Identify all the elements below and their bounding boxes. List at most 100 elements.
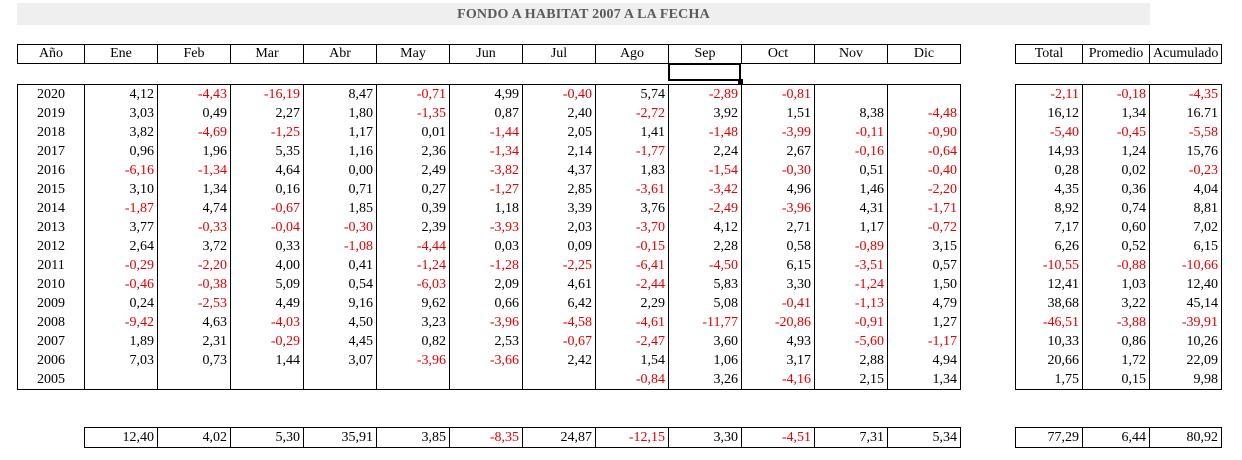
acumulado-cell[interactable]: 12,40: [1149, 275, 1222, 294]
year-cell[interactable]: 2010: [17, 275, 85, 294]
month-value-cell[interactable]: -6,16: [84, 161, 158, 180]
year-cell[interactable]: 2015: [17, 180, 85, 199]
month-value-cell[interactable]: -3,70: [595, 218, 669, 237]
month-value-cell[interactable]: 8,47: [303, 84, 377, 104]
month-value-cell[interactable]: 0,09: [522, 237, 596, 256]
month-value-cell[interactable]: 4,63: [157, 313, 231, 332]
grand-acumulado-cell[interactable]: 80,92: [1149, 427, 1222, 448]
month-value-cell[interactable]: -2,20: [887, 180, 961, 199]
promedio-cell[interactable]: 1,72: [1082, 351, 1150, 370]
month-value-cell[interactable]: 1,27: [887, 313, 961, 332]
acumulado-cell[interactable]: 7,02: [1149, 218, 1222, 237]
month-value-cell[interactable]: -4,43: [157, 84, 231, 104]
total-cell[interactable]: 38,68: [1015, 294, 1083, 313]
acumulado-cell[interactable]: -5,58: [1149, 123, 1222, 142]
month-value-cell[interactable]: -3,61: [595, 180, 669, 199]
month-value-cell[interactable]: 4,79: [887, 294, 961, 313]
total-cell[interactable]: -2,11: [1015, 84, 1083, 104]
month-value-cell[interactable]: -0,84: [595, 370, 669, 390]
selected-cell[interactable]: [668, 63, 741, 81]
month-value-cell[interactable]: -1,35: [376, 104, 450, 123]
month-value-cell[interactable]: [157, 370, 231, 390]
month-value-cell[interactable]: -4,44: [376, 237, 450, 256]
month-value-cell[interactable]: 1,34: [157, 180, 231, 199]
month-value-cell[interactable]: 5,08: [668, 294, 742, 313]
month-value-cell[interactable]: 0,03: [449, 237, 523, 256]
acumulado-cell[interactable]: 8,81: [1149, 199, 1222, 218]
month-value-cell[interactable]: -0,90: [887, 123, 961, 142]
month-value-cell[interactable]: 4,50: [303, 313, 377, 332]
month-value-cell[interactable]: 0,33: [230, 237, 304, 256]
acumulado-cell[interactable]: 6,15: [1149, 237, 1222, 256]
month-value-cell[interactable]: [230, 370, 304, 390]
month-value-cell[interactable]: -3,96: [741, 199, 815, 218]
header-month[interactable]: Mar: [230, 44, 304, 64]
acumulado-cell[interactable]: 45,14: [1149, 294, 1222, 313]
month-value-cell[interactable]: 3,72: [157, 237, 231, 256]
year-cell[interactable]: 2020: [17, 84, 85, 104]
month-value-cell[interactable]: 3,60: [668, 332, 742, 351]
year-cell[interactable]: 2011: [17, 256, 85, 275]
month-value-cell[interactable]: -2,49: [668, 199, 742, 218]
month-value-cell[interactable]: 2,36: [376, 142, 450, 161]
month-value-cell[interactable]: -1,48: [668, 123, 742, 142]
promedio-cell[interactable]: 0,15: [1082, 370, 1150, 390]
month-value-cell[interactable]: 3,92: [668, 104, 742, 123]
month-value-cell[interactable]: 4,99: [449, 84, 523, 104]
promedio-cell[interactable]: 0,86: [1082, 332, 1150, 351]
month-value-cell[interactable]: 3,15: [887, 237, 961, 256]
header-month[interactable]: Ene: [84, 44, 158, 64]
month-value-cell[interactable]: -1,17: [887, 332, 961, 351]
month-value-cell[interactable]: 7,03: [84, 351, 158, 370]
month-value-cell[interactable]: 9,62: [376, 294, 450, 313]
month-value-cell[interactable]: -0,38: [157, 275, 231, 294]
month-value-cell[interactable]: -0,04: [230, 218, 304, 237]
total-cell[interactable]: 14,93: [1015, 142, 1083, 161]
month-value-cell[interactable]: 2,24: [668, 142, 742, 161]
month-value-cell[interactable]: -1,44: [449, 123, 523, 142]
month-value-cell[interactable]: 1,51: [741, 104, 815, 123]
month-value-cell[interactable]: 0,49: [157, 104, 231, 123]
total-cell[interactable]: 8,92: [1015, 199, 1083, 218]
month-value-cell[interactable]: -20,86: [741, 313, 815, 332]
year-cell[interactable]: 2008: [17, 313, 85, 332]
month-value-cell[interactable]: 2,05: [522, 123, 596, 142]
month-total-cell[interactable]: 24,87: [522, 427, 596, 448]
month-value-cell[interactable]: 5,09: [230, 275, 304, 294]
month-value-cell[interactable]: 1,16: [303, 142, 377, 161]
acumulado-cell[interactable]: 15,76: [1149, 142, 1222, 161]
month-value-cell[interactable]: 3,30: [741, 275, 815, 294]
fill-handle[interactable]: [738, 79, 743, 84]
month-value-cell[interactable]: 2,85: [522, 180, 596, 199]
month-value-cell[interactable]: 2,27: [230, 104, 304, 123]
month-value-cell[interactable]: -1,71: [887, 199, 961, 218]
month-value-cell[interactable]: 2,39: [376, 218, 450, 237]
month-value-cell[interactable]: -3,66: [449, 351, 523, 370]
month-value-cell[interactable]: 3,07: [303, 351, 377, 370]
month-value-cell[interactable]: -0,67: [230, 199, 304, 218]
month-value-cell[interactable]: 3,17: [741, 351, 815, 370]
promedio-cell[interactable]: 1,34: [1082, 104, 1150, 123]
month-value-cell[interactable]: -11,77: [668, 313, 742, 332]
month-value-cell[interactable]: -0,81: [741, 84, 815, 104]
month-value-cell[interactable]: 1,17: [814, 218, 888, 237]
promedio-cell[interactable]: 0,60: [1082, 218, 1150, 237]
month-value-cell[interactable]: 3,82: [84, 123, 158, 142]
month-value-cell[interactable]: [376, 370, 450, 390]
month-value-cell[interactable]: -2,53: [157, 294, 231, 313]
month-value-cell[interactable]: 0,51: [814, 161, 888, 180]
acumulado-cell[interactable]: 10,26: [1149, 332, 1222, 351]
month-value-cell[interactable]: [522, 370, 596, 390]
month-value-cell[interactable]: 1,06: [668, 351, 742, 370]
month-total-cell[interactable]: 12,40: [84, 427, 158, 448]
total-cell[interactable]: 7,17: [1015, 218, 1083, 237]
promedio-cell[interactable]: 0,74: [1082, 199, 1150, 218]
month-value-cell[interactable]: 3,77: [84, 218, 158, 237]
month-value-cell[interactable]: 2,14: [522, 142, 596, 161]
month-value-cell[interactable]: 2,42: [522, 351, 596, 370]
month-value-cell[interactable]: 1,18: [449, 199, 523, 218]
promedio-cell[interactable]: -0,88: [1082, 256, 1150, 275]
month-value-cell[interactable]: 0,58: [741, 237, 815, 256]
header-month[interactable]: May: [376, 44, 450, 64]
month-value-cell[interactable]: -2,89: [668, 84, 742, 104]
